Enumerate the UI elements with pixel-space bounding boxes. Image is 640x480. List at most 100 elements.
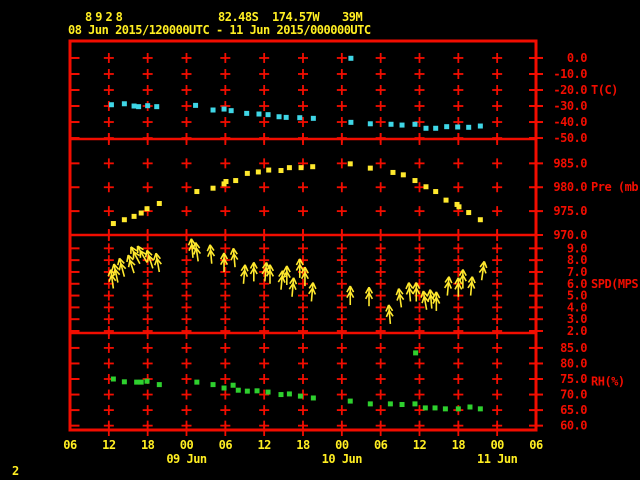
relative-humidity-point bbox=[156, 382, 162, 388]
wind-arrow-head bbox=[240, 264, 246, 272]
wind-arrow-head bbox=[462, 269, 467, 277]
relative-humidity-point bbox=[254, 388, 260, 394]
wind-arrow-head bbox=[144, 250, 148, 258]
relative-humidity-point bbox=[399, 402, 405, 408]
wind-arrow-head bbox=[281, 275, 286, 283]
time-range-title: 08 Jun 2015/120000UTC - 11 Jun 2015/0000… bbox=[68, 23, 371, 37]
temperature-point bbox=[193, 102, 199, 108]
wind-arrow-head bbox=[223, 258, 229, 265]
x-hour-label: 18 bbox=[296, 438, 310, 452]
temperature-point bbox=[283, 114, 289, 120]
wind-arrow-head bbox=[219, 252, 225, 260]
pressure-point bbox=[443, 197, 449, 203]
wind-arrow-head bbox=[289, 277, 295, 285]
wind-arrow-head bbox=[146, 255, 150, 263]
relative-humidity-point bbox=[432, 405, 438, 411]
pressure-point bbox=[144, 206, 150, 212]
temperature-point bbox=[455, 124, 461, 130]
pressure-point bbox=[138, 210, 144, 216]
relative-humidity-point bbox=[265, 389, 271, 395]
wind-arrow-head bbox=[398, 293, 405, 301]
relative-humidity-point bbox=[310, 395, 316, 401]
wind-arrow-head bbox=[395, 288, 400, 296]
relative-humidity-point bbox=[387, 401, 393, 407]
wind-arrow-head bbox=[421, 296, 426, 304]
wind-arrow-head bbox=[130, 246, 138, 252]
relative-humidity-point bbox=[121, 379, 127, 385]
wind-arrow-head bbox=[192, 242, 197, 250]
wind-arrow-shaft bbox=[280, 270, 284, 290]
wind-arrow-head bbox=[300, 266, 306, 274]
x-hour-label: 00 bbox=[490, 438, 504, 452]
wind-arrow-head bbox=[412, 287, 417, 295]
pressure-point bbox=[194, 189, 200, 195]
wind-arrow-head bbox=[108, 274, 113, 282]
wind-arrow-head bbox=[346, 285, 351, 293]
relative-humidity-point bbox=[278, 392, 284, 398]
wind-arrow-head bbox=[454, 282, 460, 290]
wind-arrow-head bbox=[444, 276, 450, 283]
pressure-point bbox=[390, 169, 396, 175]
wind-arrow-head bbox=[156, 258, 162, 265]
relative-humidity-point bbox=[210, 382, 216, 388]
pressure-point bbox=[244, 170, 250, 176]
pressure-point bbox=[347, 161, 353, 167]
y-tick-label: -50.0 bbox=[553, 131, 587, 145]
x-hour-label: 18 bbox=[452, 438, 466, 452]
wind-arrow-head bbox=[249, 267, 255, 275]
relative-humidity-point bbox=[286, 391, 292, 397]
pressure-point bbox=[456, 204, 462, 210]
wind-arrow-head bbox=[288, 282, 294, 290]
wind-arrow-head bbox=[478, 266, 485, 273]
wind-arrow-head bbox=[243, 269, 249, 278]
wind-arrow-head bbox=[209, 244, 215, 252]
relative-humidity-point bbox=[144, 378, 150, 384]
axis-unit-label: SPD(MPS) bbox=[591, 277, 640, 291]
relative-humidity-point bbox=[297, 393, 303, 399]
x-date-label: 09 Jun bbox=[166, 452, 207, 466]
x-date-label: 10 Jun bbox=[322, 452, 363, 466]
wind-arrow-head bbox=[479, 260, 485, 268]
wind-arrow-head bbox=[447, 281, 453, 289]
wind-arrow-head bbox=[429, 294, 436, 302]
wind-arrow-head bbox=[126, 254, 129, 263]
x-hour-label: 06 bbox=[374, 438, 388, 452]
wind-arrow-head bbox=[253, 267, 258, 275]
wind-arrow-head bbox=[269, 264, 275, 272]
wind-arrow-shaft bbox=[480, 261, 486, 281]
pressure-point bbox=[466, 210, 472, 216]
relative-humidity-point bbox=[467, 404, 473, 410]
temperature-point bbox=[265, 112, 271, 118]
wind-arrow-head bbox=[388, 310, 394, 317]
wind-arrow-head bbox=[462, 274, 467, 282]
wind-arrow-head bbox=[304, 272, 309, 280]
station-id: 8928 bbox=[85, 10, 126, 24]
temperature-point bbox=[433, 125, 439, 131]
wind-arrow-head bbox=[432, 297, 438, 304]
x-hour-label: 00 bbox=[180, 438, 194, 452]
wind-arrow-head bbox=[420, 290, 425, 298]
wind-arrow-head bbox=[427, 294, 432, 302]
wind-arrow-head bbox=[277, 275, 283, 283]
wind-arrow-head bbox=[412, 282, 417, 290]
wind-arrow-head bbox=[448, 276, 453, 284]
wind-arrow-head bbox=[443, 281, 450, 289]
wind-arrow-head bbox=[396, 293, 401, 301]
wind-arrow-shaft bbox=[190, 238, 194, 258]
temperature-point bbox=[388, 121, 394, 127]
pressure-point bbox=[298, 165, 304, 171]
wind-arrow-shaft bbox=[136, 245, 148, 263]
y-tick-label: 970.0 bbox=[553, 228, 587, 242]
y-tick-label: 8.0 bbox=[567, 253, 587, 267]
x-hour-label: 06 bbox=[219, 438, 233, 452]
wind-arrow-head bbox=[471, 276, 476, 284]
y-tick-label: 5.0 bbox=[567, 289, 587, 303]
y-tick-label: 60.0 bbox=[560, 419, 587, 433]
wind-arrow-head bbox=[153, 252, 157, 261]
pressure-point bbox=[423, 184, 429, 190]
y-tick-label: 2.0 bbox=[567, 324, 587, 338]
pressure-point bbox=[433, 189, 439, 195]
temperature-point bbox=[244, 110, 250, 116]
temperature-point bbox=[412, 121, 418, 127]
pressure-point bbox=[278, 168, 284, 174]
